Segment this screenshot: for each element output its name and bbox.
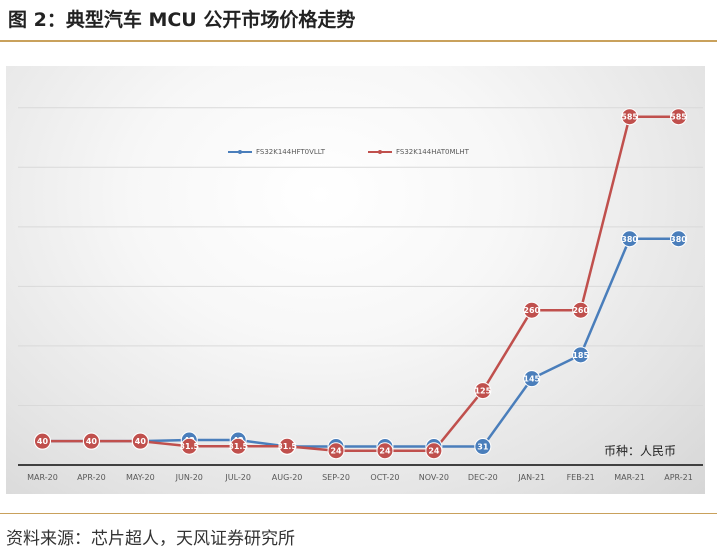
data-label: 125 — [474, 387, 491, 396]
series-lines: 4040404242313131313114518538038040404031… — [33, 108, 688, 460]
x-tick-label: NOV-20 — [419, 473, 449, 482]
gridlines — [18, 107, 703, 406]
chart-area: MAR-20 APR-20 MAY-20 JUN-20 JUL-20 AUG-20 SEP-… — [6, 66, 705, 494]
x-tick-label: AUG-20 — [272, 473, 303, 482]
data-label: 185 — [572, 351, 589, 360]
data-label: 260 — [572, 306, 589, 315]
x-tick-label: OCT-20 — [370, 473, 399, 482]
data-label: 585 — [621, 113, 638, 122]
x-tick-label: MAR-20 — [27, 473, 58, 482]
data-point — [131, 432, 149, 450]
data-label: 31.5 — [228, 442, 248, 451]
x-tick-labels: MAR-20 APR-20 MAY-20 JUN-20 JUL-20 AUG-20 SEP-… — [27, 473, 693, 482]
footer-rule — [0, 513, 717, 514]
data-point — [327, 442, 345, 460]
legend: FS32K144HFT0VLLT FS32K144HAT0MLHT — [228, 148, 470, 156]
x-tick-label: SEP-20 — [322, 473, 350, 482]
data-point — [621, 108, 639, 126]
data-point — [229, 437, 247, 455]
legend-marker-blue — [238, 150, 242, 154]
data-label: 145 — [523, 375, 540, 384]
data-point — [278, 437, 296, 455]
data-point — [82, 432, 100, 450]
data-point — [670, 108, 688, 126]
x-tick-label: FEB-21 — [567, 473, 595, 482]
data-label: 24 — [379, 447, 391, 456]
legend-label-red: FS32K144HAT0MLHT — [396, 148, 470, 156]
x-tick-label: MAY-20 — [126, 473, 155, 482]
x-tick-label: APR-21 — [664, 473, 693, 482]
data-label: 260 — [523, 306, 540, 315]
x-tick-label: JUN-20 — [175, 473, 203, 482]
x-tick-label: APR-20 — [77, 473, 106, 482]
legend-label-blue: FS32K144HFT0VLLT — [256, 148, 326, 156]
data-point — [474, 438, 492, 456]
data-point — [425, 442, 443, 460]
data-point — [523, 370, 541, 388]
data-point — [180, 437, 198, 455]
x-tick-label: DEC-20 — [468, 473, 498, 482]
x-tick-label: JUL-20 — [224, 473, 251, 482]
x-tick-label: MAR-21 — [614, 473, 645, 482]
data-label: 31 — [477, 443, 489, 452]
data-point — [376, 442, 394, 460]
x-tick-label: JAN-21 — [517, 473, 545, 482]
data-point — [474, 382, 492, 400]
data-label: 380 — [621, 235, 638, 244]
data-label: 24 — [428, 447, 440, 456]
data-point — [621, 230, 639, 248]
series-line — [42, 115, 679, 452]
currency-annotation: 币种：人民币 — [604, 444, 676, 458]
data-label: 24 — [330, 447, 342, 456]
data-label: 40 — [86, 437, 98, 446]
series-line — [42, 237, 679, 448]
data-label: 40 — [135, 437, 147, 446]
legend-marker-red — [378, 150, 382, 154]
data-point — [670, 230, 688, 248]
data-label: 31.5 — [179, 442, 199, 451]
figure-title: 图 2：典型汽车 MCU 公开市场价格走势 — [8, 9, 356, 31]
price-line-chart: MAR-20 APR-20 MAY-20 JUN-20 JUL-20 AUG-20 SEP-… — [18, 107, 703, 482]
data-point — [33, 432, 51, 450]
data-label: 380 — [670, 235, 687, 244]
data-point — [523, 301, 541, 319]
source-note: 资料来源：芯片超人，天风证券研究所 — [6, 529, 295, 549]
data-label: 40 — [37, 437, 49, 446]
data-point — [572, 301, 590, 319]
data-label: 585 — [670, 113, 687, 122]
data-label: 31.5 — [277, 442, 297, 451]
data-point — [572, 346, 590, 364]
title-rule — [0, 40, 717, 42]
